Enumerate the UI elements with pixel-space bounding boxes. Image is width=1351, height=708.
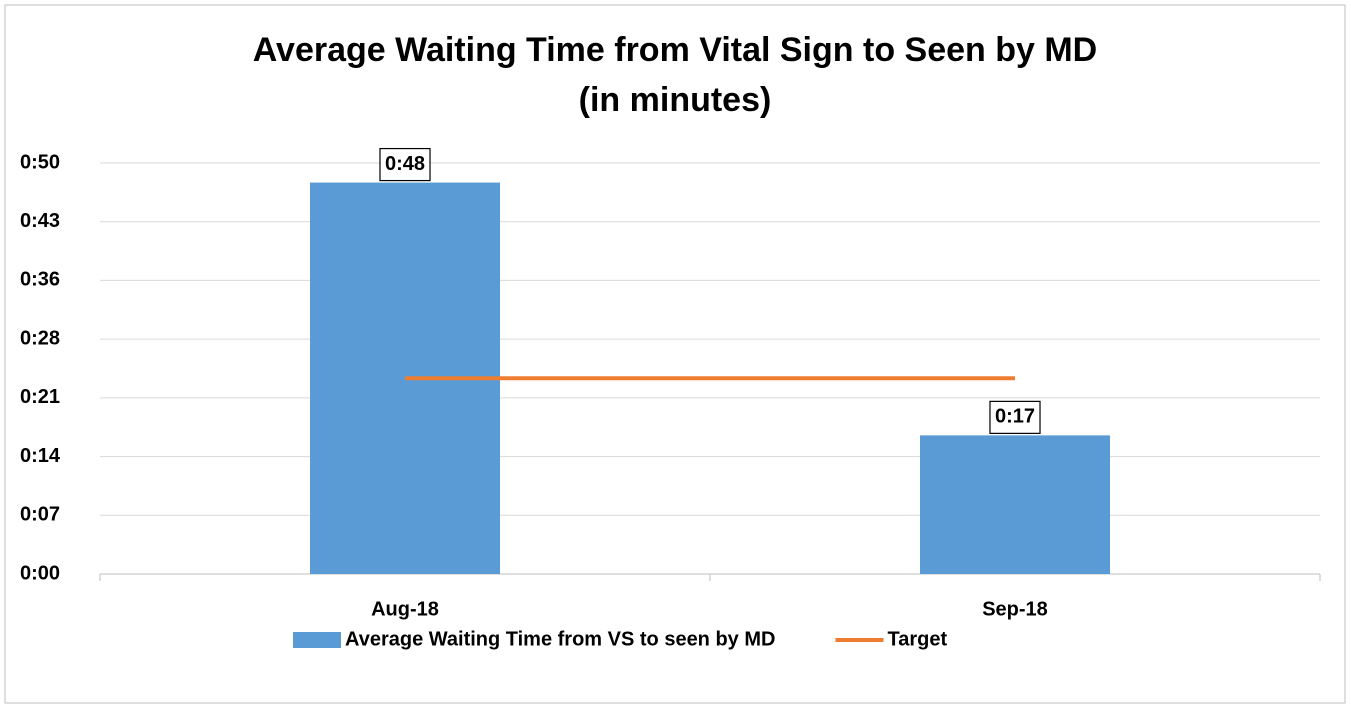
y-tick-label: 0:00 bbox=[20, 562, 60, 584]
legend-swatch bbox=[293, 632, 341, 648]
data-label-group: 0:17 bbox=[989, 400, 1041, 434]
y-tick-label: 0:07 bbox=[20, 504, 60, 526]
y-tick-label: 0:43 bbox=[20, 210, 60, 232]
data-label: 0:17 bbox=[995, 406, 1035, 428]
x-tick-label: Aug-18 bbox=[371, 598, 439, 620]
chart-subtitle: (in minutes) bbox=[579, 81, 772, 119]
data-label: 0:48 bbox=[385, 153, 425, 175]
bar bbox=[920, 435, 1110, 574]
data-label-box bbox=[379, 147, 431, 182]
legend-label: Target bbox=[887, 628, 947, 650]
y-tick-label: 0:28 bbox=[20, 327, 60, 349]
y-tick-label: 0:21 bbox=[20, 386, 60, 408]
data-label-box bbox=[989, 400, 1041, 434]
y-tick-label: 0:50 bbox=[20, 151, 60, 173]
y-tick-label: 0:14 bbox=[20, 445, 61, 467]
data-label-group: 0:48 bbox=[379, 147, 431, 182]
chart-title: Average Waiting Time from Vital Sign to … bbox=[253, 31, 1098, 69]
legend-label: Average Waiting Time from VS to seen by … bbox=[345, 628, 775, 650]
y-tick-label: 0:36 bbox=[20, 269, 60, 291]
chart-border bbox=[4, 4, 1346, 704]
x-tick-label: Sep-18 bbox=[982, 598, 1048, 620]
